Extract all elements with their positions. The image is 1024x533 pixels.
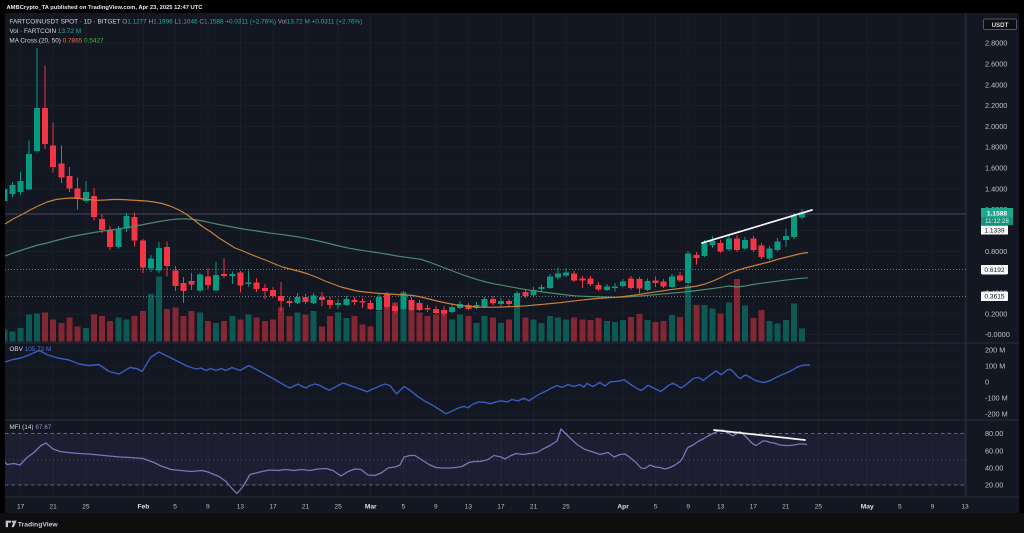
- svg-text:2.0000: 2.0000: [985, 122, 1007, 131]
- svg-text:1.8000: 1.8000: [985, 143, 1007, 152]
- svg-text:1.1339: 1.1339: [984, 227, 1005, 234]
- svg-text:11:12:28: 11:12:28: [985, 218, 1009, 225]
- svg-text:1.6000: 1.6000: [985, 164, 1007, 173]
- svg-text:5: 5: [173, 504, 177, 511]
- svg-text:Mar: Mar: [365, 504, 377, 511]
- svg-text:0.8000: 0.8000: [985, 247, 1007, 256]
- svg-text:100 M: 100 M: [985, 362, 1005, 371]
- svg-text:1.1588: 1.1588: [987, 210, 1008, 217]
- svg-text:21: 21: [530, 504, 538, 511]
- svg-text:2.6000: 2.6000: [985, 59, 1007, 68]
- svg-text:21: 21: [302, 504, 310, 511]
- svg-text:1.4000: 1.4000: [985, 184, 1007, 193]
- svg-text:5: 5: [654, 504, 658, 511]
- svg-text:0.6192: 0.6192: [984, 267, 1005, 274]
- svg-text:Vol · FARTCOIN 13.72 M: Vol · FARTCOIN 13.72 M: [9, 28, 81, 35]
- svg-text:-100 M: -100 M: [985, 394, 1008, 403]
- svg-text:21: 21: [782, 504, 790, 511]
- svg-text:2.2000: 2.2000: [985, 101, 1007, 110]
- svg-text:17: 17: [497, 504, 505, 511]
- svg-text:25: 25: [815, 504, 823, 511]
- svg-text:MFI (14) 67.67: MFI (14) 67.67: [9, 424, 51, 431]
- svg-text:2.8000: 2.8000: [985, 39, 1007, 48]
- svg-text:13: 13: [465, 504, 473, 511]
- svg-text:9: 9: [931, 504, 935, 511]
- svg-text:25: 25: [82, 504, 90, 511]
- svg-text:21: 21: [50, 504, 58, 511]
- svg-text:FARTCOINUSDT SPOT · 1D · BITGE: FARTCOINUSDT SPOT · 1D · BITGET O1.1277 …: [9, 19, 362, 26]
- svg-text:25: 25: [334, 504, 342, 511]
- svg-text:Apr: Apr: [617, 504, 629, 511]
- svg-text:5: 5: [898, 504, 902, 511]
- svg-text:May: May: [861, 504, 874, 511]
- svg-text:60.00: 60.00: [985, 446, 1003, 455]
- svg-text:17: 17: [750, 504, 758, 511]
- svg-text:9: 9: [686, 504, 690, 511]
- svg-text:9: 9: [434, 504, 438, 511]
- svg-text:80.00: 80.00: [985, 429, 1003, 438]
- svg-text:USDT: USDT: [992, 22, 1009, 29]
- svg-text:AMBCrypto_TA published on Trad: AMBCrypto_TA published on TradingView.co…: [7, 5, 204, 11]
- svg-text:Feb: Feb: [138, 504, 150, 511]
- svg-text:2.4000: 2.4000: [985, 80, 1007, 89]
- svg-text:5: 5: [401, 504, 405, 511]
- svg-text:13: 13: [237, 504, 245, 511]
- svg-text:TradingView: TradingView: [18, 522, 59, 529]
- svg-text:-200 M: -200 M: [985, 410, 1008, 419]
- svg-text:13: 13: [961, 504, 969, 511]
- svg-text:200 M: 200 M: [985, 346, 1005, 355]
- svg-text:25: 25: [562, 504, 570, 511]
- svg-text:OBV 105.72 M: OBV 105.72 M: [9, 346, 51, 353]
- svg-text:0: 0: [985, 378, 989, 387]
- svg-text:20.00: 20.00: [985, 480, 1003, 489]
- svg-text:17: 17: [17, 504, 25, 511]
- svg-text:9: 9: [206, 504, 210, 511]
- svg-text:-0.0000: -0.0000: [985, 330, 1010, 339]
- svg-text:MA Cross (20, 50) 0.7865 0.542: MA Cross (20, 50) 0.7865 0.5427: [9, 38, 104, 45]
- svg-text:0.3615: 0.3615: [984, 294, 1005, 301]
- svg-text:17: 17: [269, 504, 277, 511]
- svg-text:13: 13: [717, 504, 725, 511]
- svg-text:0.2000: 0.2000: [985, 309, 1007, 318]
- svg-text:40.00: 40.00: [985, 463, 1003, 472]
